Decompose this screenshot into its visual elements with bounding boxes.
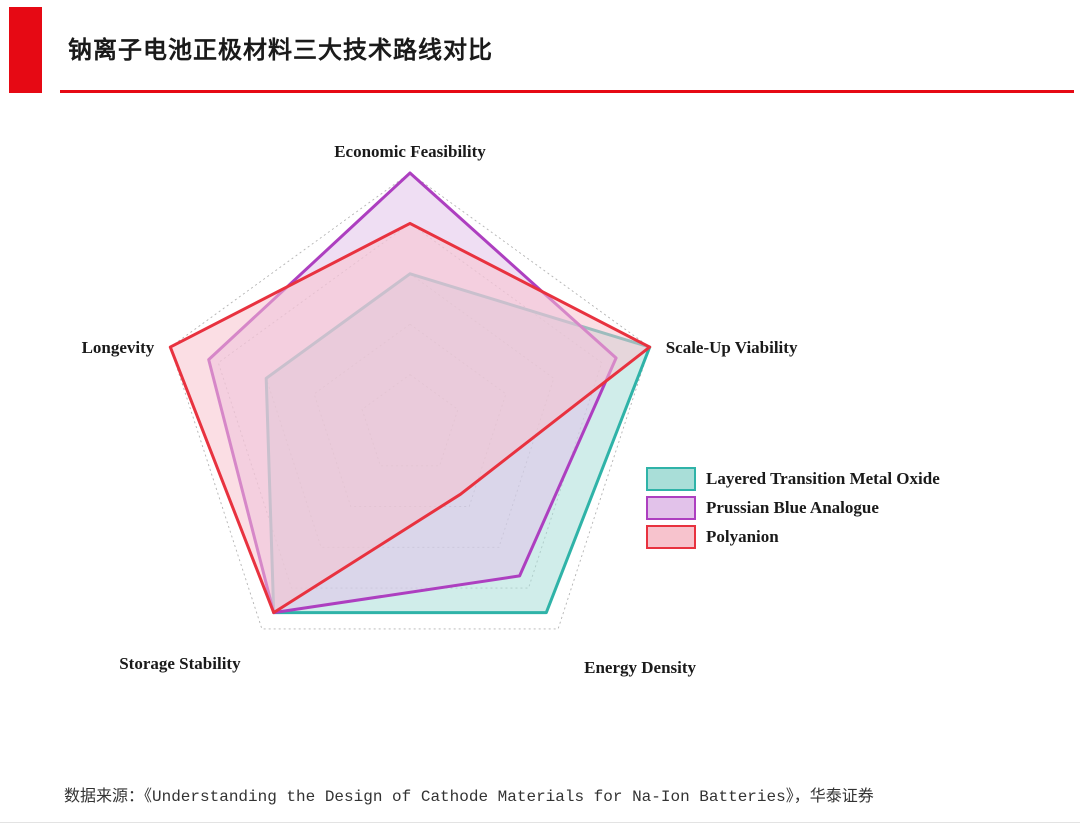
axis-label-2: Energy Density — [584, 658, 696, 677]
chart-legend: Layered Transition Metal Oxide Prussian … — [646, 467, 940, 549]
axis-label-4: Longevity — [82, 338, 155, 357]
title-accent-block — [9, 7, 42, 93]
axis-label-1: Scale-Up Viability — [666, 338, 798, 357]
data-source: 数据来源：《Understanding the Design of Cathod… — [64, 788, 874, 806]
radar-chart-svg: Economic Feasibility Scale-Up Viability En… — [82, 142, 798, 677]
grid-ring-5 — [169, 172, 651, 630]
legend-label-prussian-blue: Prussian Blue Analogue — [706, 498, 879, 517]
legend-label-polyanion: Polyanion — [706, 527, 779, 546]
legend-label-layered-oxide: Layered Transition Metal Oxide — [706, 469, 940, 488]
series-polygon-2 — [168, 221, 652, 615]
page-title: 钠离子电池正极材料三大技术路线对比 — [68, 37, 493, 64]
legend-swatch-layered-oxide — [646, 467, 696, 491]
legend-item-polyanion: Polyanion — [646, 525, 940, 549]
title-divider — [60, 90, 1074, 93]
axis-label-3: Storage Stability — [119, 654, 241, 673]
legend-swatch-polyanion — [646, 525, 696, 549]
legend-item-layered-oxide: Layered Transition Metal Oxide — [646, 467, 940, 491]
axis-label-0: Economic Feasibility — [334, 142, 486, 161]
radar-chart: Economic Feasibility Scale-Up Viability En… — [0, 100, 1080, 720]
legend-item-prussian-blue: Prussian Blue Analogue — [646, 496, 940, 520]
legend-swatch-prussian-blue — [646, 496, 696, 520]
